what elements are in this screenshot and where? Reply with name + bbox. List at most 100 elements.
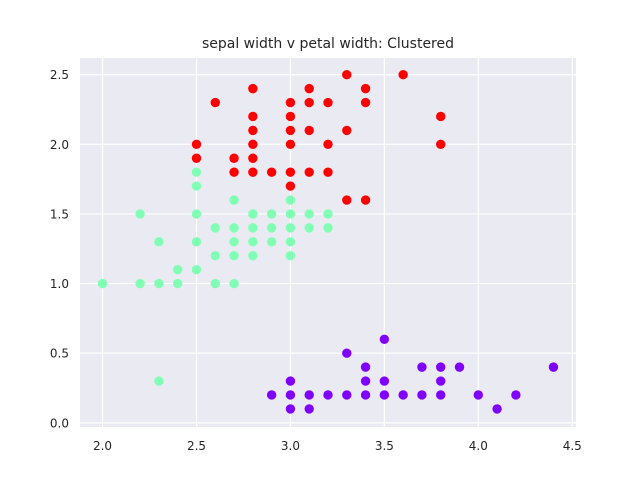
data-point-cluster-0 [323,390,333,400]
data-point-cluster-1 [285,223,296,233]
data-point-cluster-2 [285,125,296,136]
data-point-cluster-2 [342,195,352,205]
data-point-cluster-0 [548,362,559,372]
data-point-cluster-0 [304,390,314,400]
data-point-cluster-1 [154,278,164,289]
data-point-cluster-1 [210,223,220,233]
data-point-cluster-0 [417,362,427,372]
data-point-cluster-2 [398,70,408,80]
x-tick-label: 4.0 [469,439,488,453]
data-point-cluster-0 [285,376,296,386]
data-point-cluster-1 [172,264,183,275]
x-tick-label: 2.5 [187,439,206,453]
data-point-cluster-1 [248,209,258,219]
data-point-cluster-1 [191,237,202,247]
data-point-cluster-0 [379,376,390,386]
data-point-cluster-2 [323,139,333,150]
data-point-cluster-1 [229,278,239,289]
data-point-cluster-2 [191,139,202,150]
y-tick-label: 2.0 [50,138,69,152]
data-point-cluster-2 [285,111,296,122]
data-point-cluster-1 [285,237,296,247]
data-point-cluster-1 [266,237,277,247]
y-tick-label: 0.5 [50,347,69,361]
data-point-cluster-0 [342,390,352,400]
data-point-cluster-0 [436,376,446,386]
data-point-cluster-1 [210,278,220,289]
data-point-cluster-1 [266,209,277,219]
data-point-cluster-1 [248,251,258,261]
data-point-cluster-1 [266,223,277,233]
data-point-cluster-0 [436,390,446,400]
data-point-cluster-1 [229,223,239,233]
data-point-cluster-2 [248,139,258,150]
chart-title: sepal width v petal width: Clustered [202,36,454,52]
data-point-cluster-2 [285,167,296,177]
x-axis-ticks: 2.0 2.5 3.0 3.5 4.0 4.5 [93,439,582,453]
data-point-cluster-1 [248,237,258,247]
data-point-cluster-0 [398,390,408,400]
y-tick-label: 0.0 [50,416,69,430]
data-point-cluster-2 [229,153,239,163]
y-tick-label: 1.5 [50,207,69,221]
data-point-cluster-2 [342,70,352,80]
data-point-cluster-2 [436,111,446,122]
y-axis-ticks: 0.0 0.5 1.0 1.5 2.0 2.5 [50,68,69,430]
data-point-cluster-2 [360,97,371,108]
data-point-cluster-1 [135,278,145,289]
data-point-cluster-0 [266,390,277,400]
data-point-cluster-0 [285,390,296,400]
data-point-cluster-2 [285,97,296,108]
data-point-cluster-2 [285,139,296,150]
data-point-cluster-2 [248,111,258,122]
data-point-cluster-0 [492,404,502,414]
data-point-cluster-0 [360,376,371,386]
data-point-cluster-1 [323,223,333,233]
data-point-cluster-2 [304,125,314,136]
data-point-cluster-1 [191,209,202,219]
data-point-cluster-1 [229,251,239,261]
data-point-cluster-0 [417,390,427,400]
data-point-cluster-1 [210,251,220,261]
data-point-cluster-1 [229,195,239,205]
data-point-cluster-0 [473,390,484,400]
data-point-cluster-2 [191,153,202,163]
data-point-cluster-2 [360,195,371,205]
data-point-cluster-0 [360,362,371,372]
data-point-cluster-2 [342,125,352,136]
data-point-cluster-1 [97,278,108,289]
x-tick-label: 3.0 [281,439,300,453]
y-tick-label: 2.5 [50,68,69,82]
data-point-cluster-1 [229,237,239,247]
data-point-cluster-1 [304,223,314,233]
data-point-cluster-0 [360,390,371,400]
data-point-cluster-0 [285,404,296,414]
data-point-cluster-2 [304,167,314,177]
data-point-cluster-1 [191,264,202,275]
data-point-cluster-1 [191,181,202,191]
data-point-cluster-1 [285,209,296,219]
data-point-cluster-1 [191,167,202,177]
data-point-cluster-2 [360,83,371,94]
data-point-cluster-2 [229,167,239,177]
data-point-cluster-2 [248,153,258,163]
x-tick-label: 4.5 [563,439,582,453]
data-point-cluster-2 [304,83,314,94]
data-point-cluster-1 [135,209,145,219]
data-point-cluster-0 [379,334,390,344]
data-point-cluster-2 [436,139,446,150]
data-point-cluster-2 [304,97,314,108]
data-point-cluster-0 [436,362,446,372]
data-point-cluster-2 [248,83,258,94]
x-tick-label: 3.5 [375,439,394,453]
data-point-cluster-1 [154,237,164,247]
y-tick-label: 1.0 [50,277,69,291]
data-point-cluster-0 [511,390,521,400]
data-point-cluster-1 [285,251,296,261]
data-point-cluster-0 [342,348,352,358]
data-point-cluster-2 [210,97,220,108]
data-point-cluster-1 [285,195,296,205]
data-point-cluster-2 [323,167,333,177]
data-point-cluster-1 [304,209,314,219]
